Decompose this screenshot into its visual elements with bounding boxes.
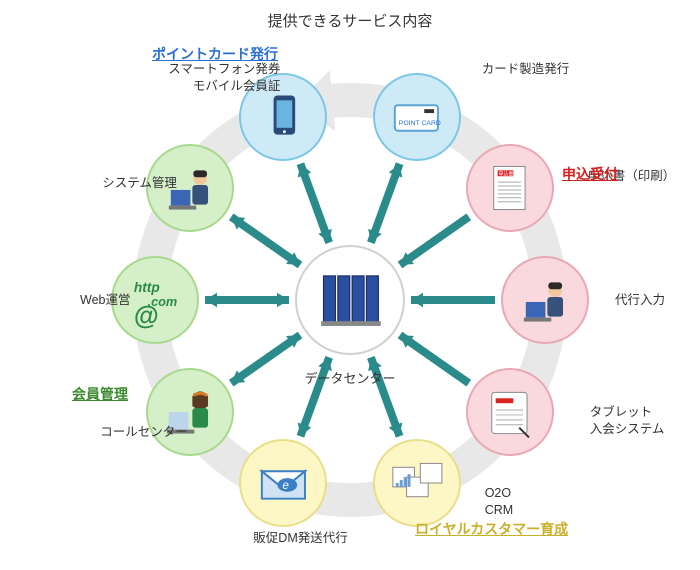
group-label-apply: 申込受付: [515, 165, 665, 184]
node-dm_send: e: [239, 439, 327, 527]
node-label-dm_send: 販促DM発送代行: [253, 530, 347, 547]
svg-text:申込書: 申込書: [499, 170, 514, 177]
charts-icon: [387, 453, 446, 513]
operator-m-icon: [516, 270, 575, 330]
node-label-sys_mgmt: システム管理: [102, 175, 177, 192]
tablet-form-icon: [480, 382, 539, 442]
svg-text:e: e: [282, 479, 289, 492]
http-at-icon: http.com@: [126, 270, 185, 330]
svg-text:POINT CARD: POINT CARD: [399, 120, 441, 127]
node-label-proxy_input: 代行入力: [615, 292, 665, 309]
node-label-tablet_sys: タブレット 入会システム: [590, 404, 665, 438]
node-call_center: [146, 368, 234, 456]
center-label: データセンター: [300, 368, 400, 387]
node-label-smartphone: スマートフォン発券 モバイル会員証: [168, 61, 280, 95]
node-label-card_issue: カード製造発行: [482, 61, 570, 78]
node-label-o2o_crm: O2O CRM: [485, 485, 513, 519]
center-node: [295, 245, 405, 355]
node-tablet_sys: [466, 368, 554, 456]
mail-e-icon: e: [254, 453, 313, 513]
diagram-stage: 提供できるサービス内容 データセンター POINT CARD カード製造発行申込書申…: [0, 0, 700, 570]
group-label-pointcard: ポイントカード発行: [140, 45, 290, 64]
node-proxy_input: [501, 256, 589, 344]
node-label-call_center: コールセンター: [100, 424, 188, 441]
point-card-icon: POINT CARD: [387, 87, 446, 147]
svg-text:http: http: [133, 280, 159, 295]
node-card_issue: POINT CARD: [373, 73, 461, 161]
group-label-loyal: ロイヤルカスタマー育成: [415, 520, 565, 539]
node-application: 申込書: [466, 144, 554, 232]
diagram-title: 提供できるサービス内容: [0, 10, 700, 31]
node-o2o_crm: [373, 439, 461, 527]
svg-text:@: @: [133, 302, 158, 330]
smartphone-icon: [254, 87, 313, 147]
server-rack-icon: [314, 264, 386, 336]
group-label-member: 会員管理: [25, 385, 175, 404]
node-label-web_ops: Web運営: [80, 292, 130, 309]
